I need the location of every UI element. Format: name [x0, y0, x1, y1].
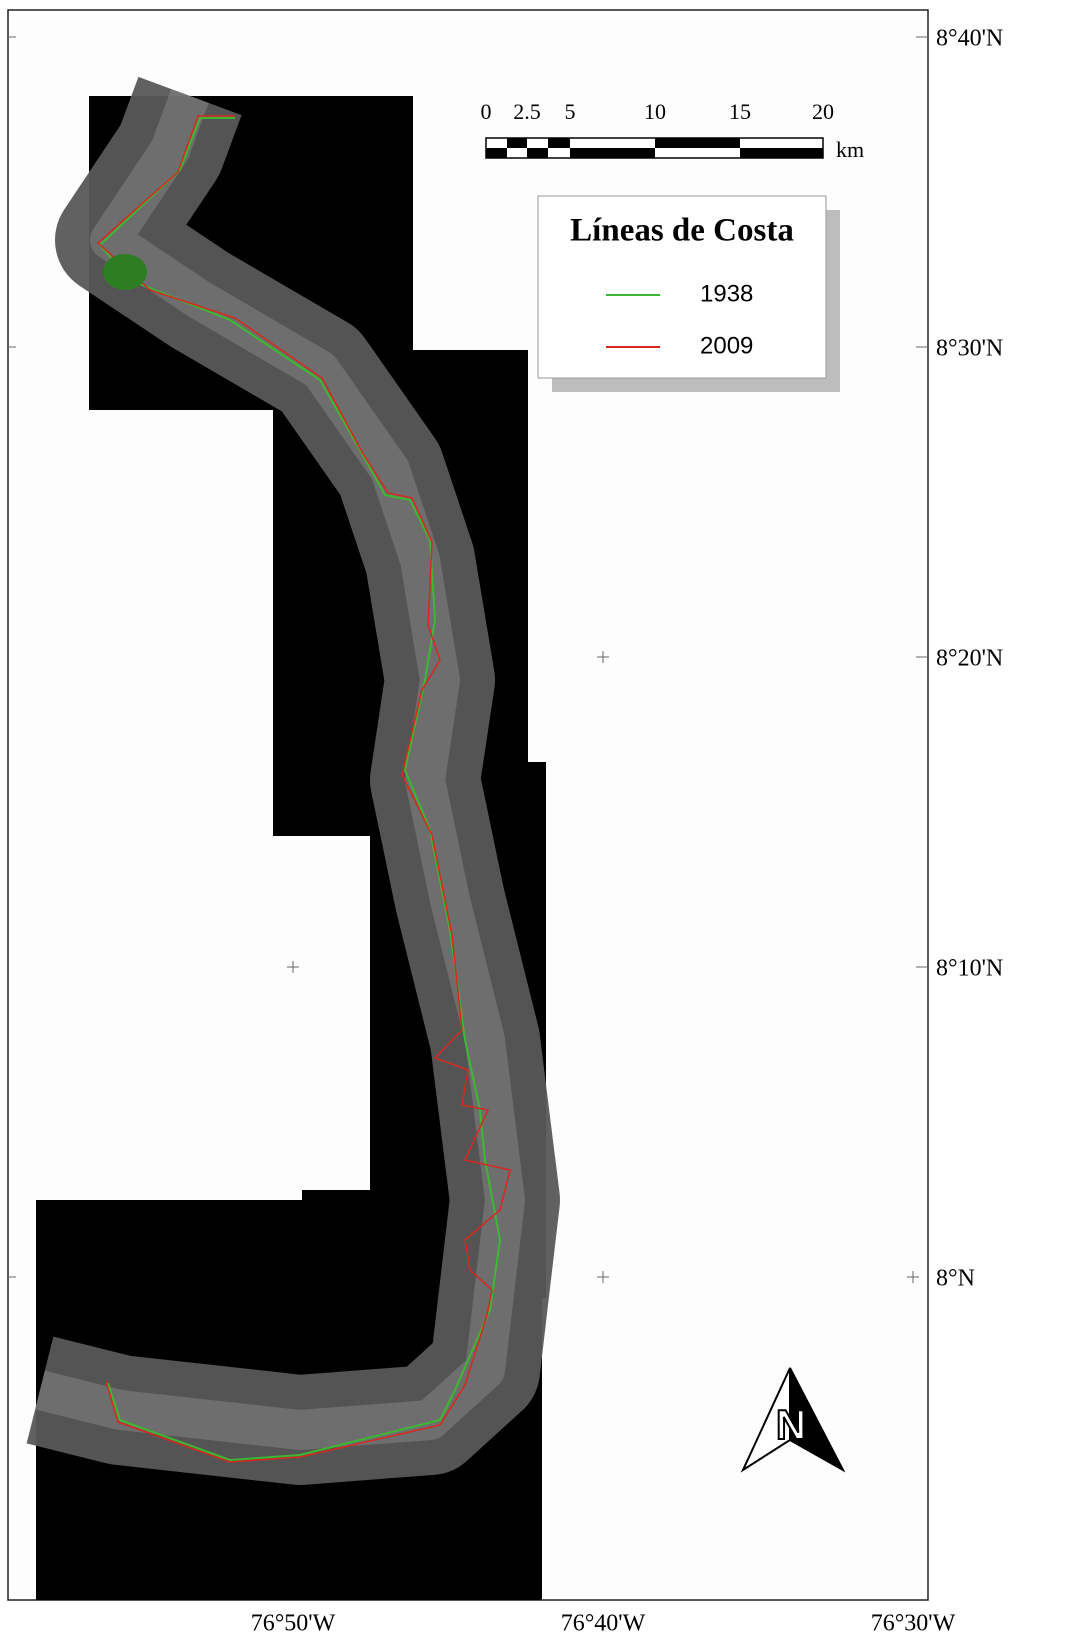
scale-label: 5 [565, 99, 576, 124]
latitude-label: 8°10'N [936, 956, 1003, 982]
latitude-label: 8°30'N [936, 336, 1003, 362]
latitude-label: 8°20'N [936, 646, 1003, 672]
legend-title: Líneas de Costa [570, 213, 794, 249]
scale-label: 0 [481, 99, 492, 124]
latitude-label: 8°N [936, 1266, 975, 1292]
legend-label: 1938 [700, 280, 753, 307]
scale-label: 2.5 [513, 99, 541, 124]
north-label: N [776, 1401, 806, 1448]
scale-bar [486, 138, 823, 158]
vegetation-patch [103, 254, 147, 290]
page: {"map": { "legend": {"title": "Líneas de… [0, 0, 1066, 1642]
longitude-label: 76°40'W [561, 1611, 646, 1637]
legend-label: 2009 [700, 332, 753, 359]
longitude-label: 76°30'W [871, 1611, 956, 1637]
latitude-label: 8°40'N [936, 26, 1003, 52]
scale-label: 15 [729, 99, 751, 124]
scale-unit: km [836, 137, 864, 162]
scale-label: 20 [812, 99, 834, 124]
scale-label: 10 [644, 99, 666, 124]
map: Líneas de Costa N 1938 2009 0 2.5 5 10 15 20km 8… [0, 0, 1066, 1642]
longitude-label: 76°50'W [251, 1611, 336, 1637]
